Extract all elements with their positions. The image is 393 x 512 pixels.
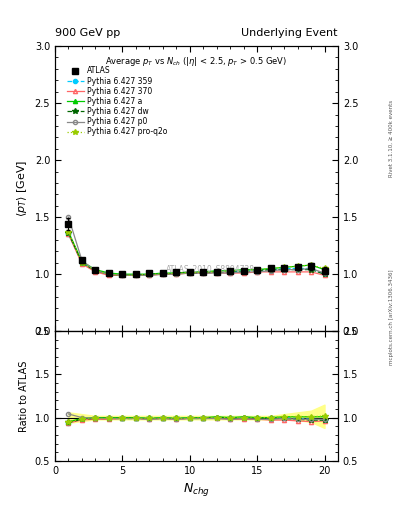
Text: 900 GeV pp: 900 GeV pp bbox=[55, 28, 120, 38]
Text: ATLAS_2010_S8894728: ATLAS_2010_S8894728 bbox=[166, 264, 255, 273]
Text: mcplots.cern.ch [arXiv:1306.3436]: mcplots.cern.ch [arXiv:1306.3436] bbox=[389, 270, 393, 365]
Legend: ATLAS, Pythia 6.427 359, Pythia 6.427 370, Pythia 6.427 a, Pythia 6.427 dw, Pyth: ATLAS, Pythia 6.427 359, Pythia 6.427 37… bbox=[64, 64, 169, 139]
Text: Average $p_T$ vs $N_{ch}$ ($|\eta|$ < 2.5, $p_T$ > 0.5 GeV): Average $p_T$ vs $N_{ch}$ ($|\eta|$ < 2.… bbox=[105, 55, 288, 68]
X-axis label: $N_{chg}$: $N_{chg}$ bbox=[183, 481, 210, 498]
Text: Rivet 3.1.10, ≥ 400k events: Rivet 3.1.10, ≥ 400k events bbox=[389, 100, 393, 177]
Y-axis label: Ratio to ATLAS: Ratio to ATLAS bbox=[19, 360, 29, 432]
Y-axis label: $\langle p_T \rangle$ [GeV]: $\langle p_T \rangle$ [GeV] bbox=[15, 160, 29, 217]
Text: Underlying Event: Underlying Event bbox=[241, 28, 338, 38]
